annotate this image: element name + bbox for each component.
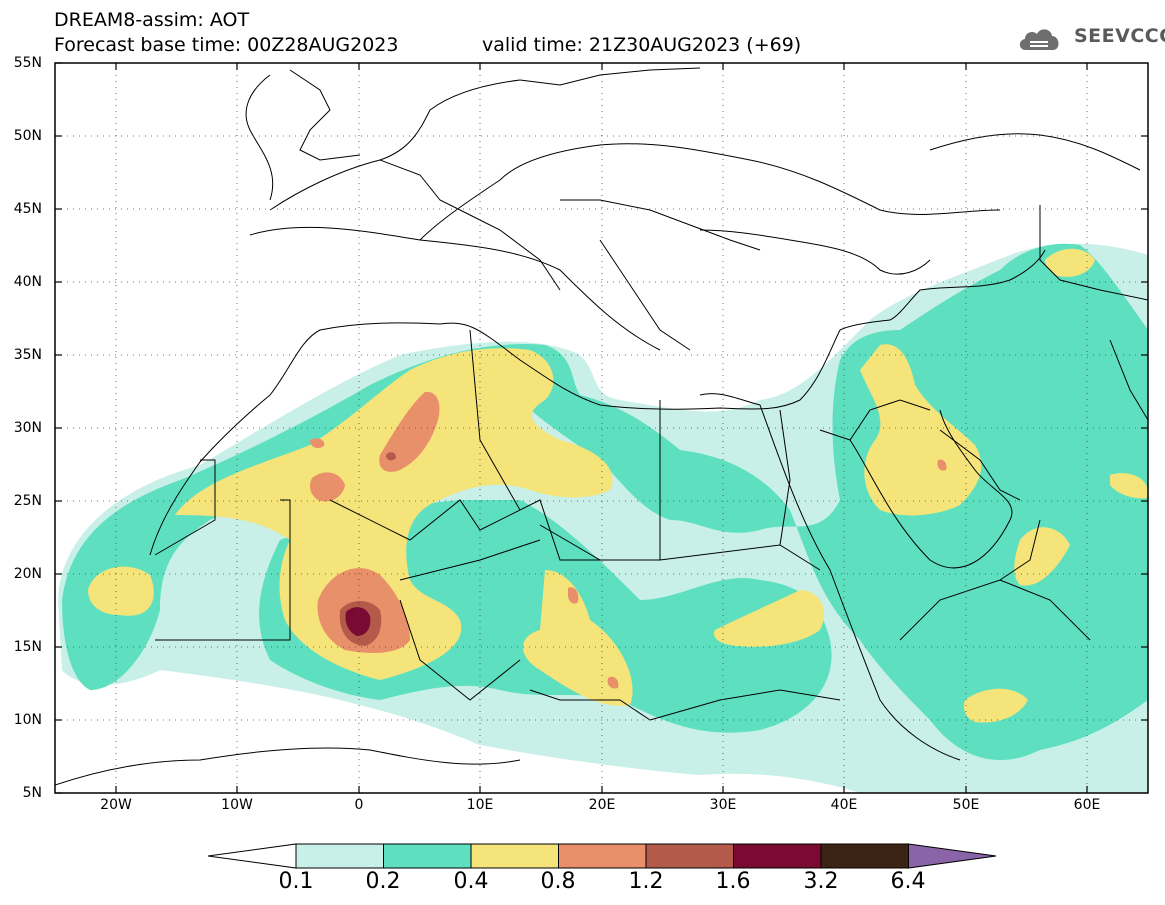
lat-label-15n: 15N [13, 639, 42, 655]
cloud-icon [1019, 29, 1059, 50]
lat-label-10n: 10N [13, 712, 42, 728]
lat-label-45n: 45N [13, 201, 42, 217]
lat-label-25n: 25N [13, 493, 42, 509]
lon-label-20w: 20W [100, 797, 132, 813]
lat-label-55n: 55N [13, 55, 42, 71]
lat-label-50n: 50N [13, 128, 42, 144]
map-title: DREAM8-assim: AOT [54, 9, 250, 31]
lat-label-35n: 35N [13, 347, 42, 363]
legend-label-0-2: 0.2 [365, 869, 401, 894]
aot-contour-0-4 [88, 248, 1148, 723]
legend-label-1-6: 1.6 [715, 869, 751, 894]
lat-label-40n: 40N [13, 274, 42, 290]
lon-label-10w: 10W [221, 797, 253, 813]
lon-label-20e: 20E [588, 797, 616, 813]
legend-label-6-4: 6.4 [890, 869, 926, 894]
lon-label-30e: 30E [709, 797, 737, 813]
lon-label-40e: 40E [830, 797, 858, 813]
lat-label-30n: 30N [13, 420, 42, 436]
lon-label-50e: 50E [952, 797, 980, 813]
valid-time: valid time: 21Z30AUG2023 (+69) [482, 34, 802, 56]
gridlines [55, 63, 1148, 793]
lon-label-60e: 60E [1073, 797, 1101, 813]
legend-label-0-8: 0.8 [540, 869, 576, 894]
lat-label-20n: 20N [13, 566, 42, 582]
lon-label-0: 0 [354, 797, 364, 813]
forecast-base-time: Forecast base time: 00Z28AUG2023 [54, 34, 399, 56]
legend-label-0-4: 0.4 [453, 869, 489, 894]
legend-label-1-2: 1.2 [628, 869, 664, 894]
lat-label-5n: 5N [22, 785, 42, 801]
axis-ticks [55, 62, 1148, 794]
country-borders [55, 67, 1148, 786]
legend-label-3-2: 3.2 [803, 869, 839, 894]
lon-label-10e: 10E [466, 797, 494, 813]
legend-label-0-1: 0.1 [278, 869, 314, 894]
aot-contour-1-6 [345, 607, 371, 636]
logo-text: SEEVCCC [1074, 25, 1165, 47]
